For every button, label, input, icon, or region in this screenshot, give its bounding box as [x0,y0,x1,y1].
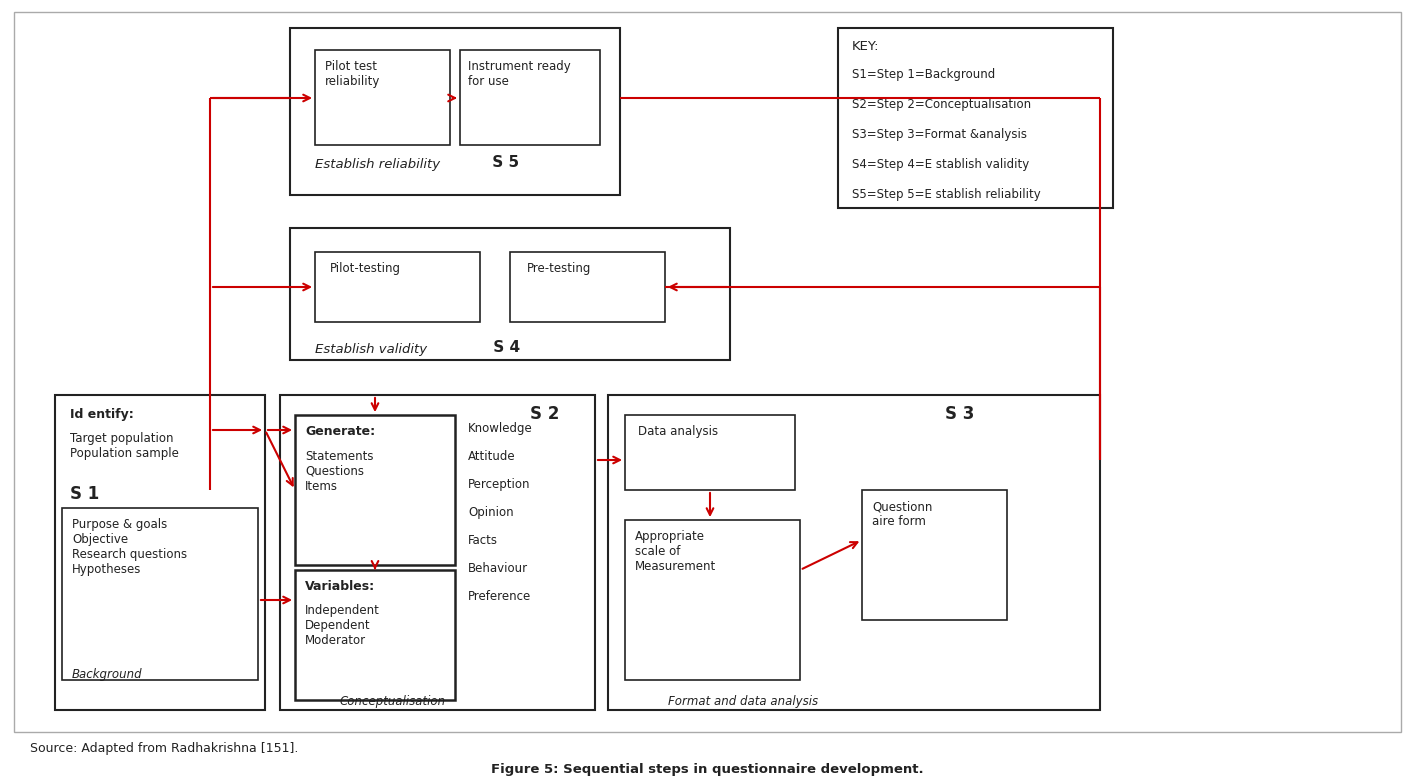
Text: Generate:: Generate: [306,425,375,438]
Text: Preference: Preference [468,590,531,603]
Text: Establish reliability: Establish reliability [316,158,440,171]
Text: S3=Step 3=Format &analysis: S3=Step 3=Format &analysis [852,128,1027,141]
Text: Pilot test
reliability: Pilot test reliability [325,60,381,88]
Text: Behaviour: Behaviour [468,562,528,575]
Text: Statements
Questions
Items: Statements Questions Items [306,450,374,493]
Text: S5=Step 5=E stablish reliability: S5=Step 5=E stablish reliability [852,188,1041,201]
FancyBboxPatch shape [862,490,1007,620]
Text: Background: Background [72,668,143,681]
Text: Source: Adapted from Radhakrishna [151].: Source: Adapted from Radhakrishna [151]. [30,742,299,755]
Text: Facts: Facts [468,534,498,547]
Text: Questionn
aire form: Questionn aire form [872,500,932,528]
Text: Variables:: Variables: [306,580,375,593]
Text: KEY:: KEY: [852,40,880,53]
Text: S4=Step 4=E stablish validity: S4=Step 4=E stablish validity [852,158,1029,171]
Text: S2=Step 2=Conceptualisation: S2=Step 2=Conceptualisation [852,98,1032,111]
Text: Opinion: Opinion [468,506,514,519]
Text: Id entify:: Id entify: [69,408,134,421]
Text: Figure 5: Sequential steps in questionnaire development.: Figure 5: Sequential steps in questionna… [491,763,924,776]
FancyBboxPatch shape [294,415,456,565]
FancyBboxPatch shape [55,395,265,710]
Text: Instrument ready
for use: Instrument ready for use [468,60,570,88]
Text: Pre-testing: Pre-testing [526,262,591,275]
FancyBboxPatch shape [509,252,665,322]
FancyBboxPatch shape [14,12,1401,732]
Text: S 5: S 5 [487,155,519,170]
Text: S 2: S 2 [531,405,559,423]
FancyBboxPatch shape [294,570,456,700]
Text: Conceptualisation: Conceptualisation [340,695,446,708]
Text: Attitude: Attitude [468,450,515,463]
Text: Format and data analysis: Format and data analysis [668,695,818,708]
Text: S 1: S 1 [69,485,99,503]
FancyBboxPatch shape [625,415,795,490]
Text: Perception: Perception [468,478,531,491]
Text: Knowledge: Knowledge [468,422,533,435]
FancyBboxPatch shape [62,508,258,680]
FancyBboxPatch shape [290,228,730,360]
FancyBboxPatch shape [608,395,1099,710]
Text: Appropriate
scale of
Measurement: Appropriate scale of Measurement [635,530,716,573]
FancyBboxPatch shape [625,520,799,680]
Text: Independent
Dependent
Moderator: Independent Dependent Moderator [306,604,379,647]
Text: S 3: S 3 [945,405,975,423]
FancyBboxPatch shape [280,395,594,710]
Text: Target population
Population sample: Target population Population sample [69,432,178,460]
FancyBboxPatch shape [838,28,1114,208]
FancyBboxPatch shape [460,50,600,145]
Text: Data analysis: Data analysis [638,425,719,438]
FancyBboxPatch shape [316,252,480,322]
Text: Purpose & goals
Objective
Research questions
Hypotheses: Purpose & goals Objective Research quest… [72,518,187,576]
FancyBboxPatch shape [290,28,620,195]
Text: S 4: S 4 [488,340,521,355]
Text: Pilot-testing: Pilot-testing [330,262,400,275]
Text: S1=Step 1=Background: S1=Step 1=Background [852,68,995,81]
FancyBboxPatch shape [316,50,450,145]
Text: Establish validity: Establish validity [316,343,427,356]
